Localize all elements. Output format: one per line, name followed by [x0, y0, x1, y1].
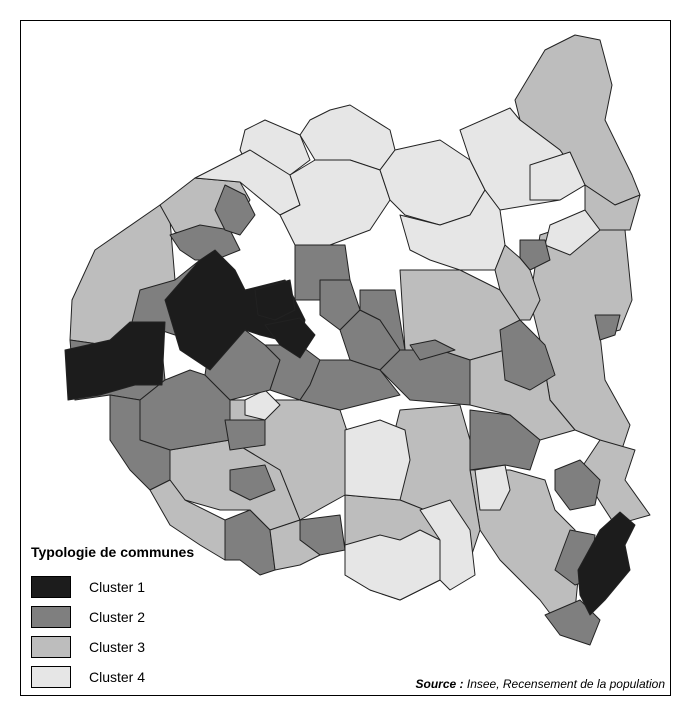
commune-c2-center6 [299, 359, 401, 411]
commune-c2-southeast [544, 599, 601, 646]
commune-c2-nw1 [169, 224, 241, 261]
legend-swatch-cluster4 [31, 666, 71, 688]
commune-c2-southwest2 [224, 509, 276, 576]
commune-c2-east4 [519, 239, 551, 271]
commune-c3-south-extra [269, 519, 321, 571]
legend-swatch-cluster3 [31, 636, 71, 658]
commune-c2-east5 [594, 314, 621, 341]
commune-c4-north7 [529, 151, 586, 201]
commune-c2-mid3 [409, 339, 456, 361]
source-note: Source : Insee, Recensement de la popula… [416, 677, 666, 691]
legend-label-cluster4: Cluster 4 [89, 669, 146, 685]
commune-c2-sw3 [229, 464, 276, 501]
commune-c3-mid-extra [494, 244, 541, 321]
commune-c4-south1 [344, 529, 441, 601]
commune-c2-east3 [554, 459, 601, 511]
legend-label-cluster1: Cluster 1 [89, 579, 146, 595]
commune-c1-center2 [254, 279, 296, 321]
commune-c3-east-extra [584, 184, 641, 231]
legend-swatch-cluster1 [31, 576, 71, 598]
commune-c1-center3 [264, 317, 316, 359]
commune-c1-southeast [577, 511, 636, 616]
commune-c1-center [164, 249, 306, 371]
legend-title: Typologie de communes [31, 544, 195, 560]
legend-label-cluster2: Cluster 2 [89, 609, 146, 625]
legend-swatch-cluster2 [31, 606, 71, 628]
commune-c1-west [64, 321, 166, 401]
source-text: Insee, Recensement de la population [466, 677, 665, 691]
commune-c4-center-south [344, 419, 411, 501]
source-label: Source : [415, 677, 464, 691]
commune-c2-nw2 [214, 184, 256, 236]
commune-c2-east2 [469, 409, 541, 471]
commune-c4-south2 [419, 499, 476, 591]
commune-c4-north4 [279, 159, 391, 246]
commune-c2-mid2 [224, 419, 266, 451]
commune-c3-sw-extra [149, 479, 226, 561]
legend-label-cluster3: Cluster 3 [89, 639, 146, 655]
